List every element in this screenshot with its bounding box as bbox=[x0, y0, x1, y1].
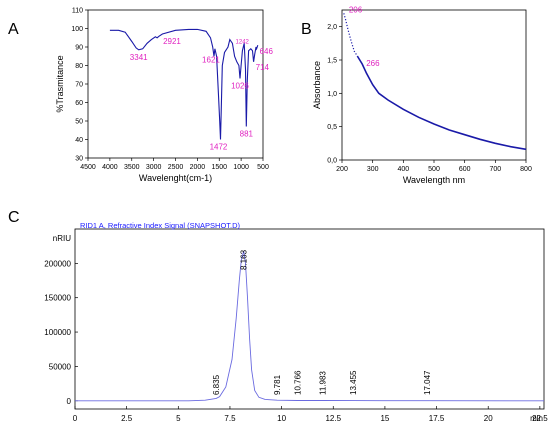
y-axis-title: %Trasmitance bbox=[55, 55, 65, 112]
y-tick-label: 100000 bbox=[44, 328, 71, 337]
y-tick-label: 1,5 bbox=[327, 58, 337, 65]
x-tick-label: 1000 bbox=[233, 164, 249, 171]
y-tick-label: 0 bbox=[67, 397, 72, 406]
y-tick-label: 30 bbox=[75, 156, 83, 163]
plot-frame bbox=[74, 228, 545, 410]
x-tick-label: 15 bbox=[380, 414, 389, 423]
x-tick-label: 22.5 bbox=[532, 414, 548, 423]
panel-c-chromatogram: RID1 A, Refractive Index Signal (SNAPSHO… bbox=[44, 221, 548, 423]
peak-rt-label-6.835: 6.835 bbox=[212, 374, 221, 395]
peak-rt-label-8.163: 8.163 bbox=[240, 249, 249, 270]
peak-rt-label-10.766: 10.766 bbox=[293, 370, 302, 395]
series-line bbox=[109, 28, 259, 140]
x-tick-label: 20 bbox=[484, 414, 493, 423]
y-tick-label: 80 bbox=[75, 63, 83, 70]
y-tick-label: 50000 bbox=[49, 362, 72, 371]
x-tick-label: 600 bbox=[459, 166, 471, 173]
x-tick-label: 3500 bbox=[124, 164, 140, 171]
y-tick-label: 90 bbox=[75, 45, 83, 52]
y-tick-label: 150000 bbox=[44, 294, 71, 303]
x-tick-label: 4500 bbox=[80, 164, 96, 171]
x-tick-label: 10 bbox=[277, 414, 286, 423]
y-tick-label: 2,0 bbox=[327, 24, 337, 31]
x-tick-label: 500 bbox=[257, 164, 269, 171]
peak-label-1621: 1621 bbox=[202, 55, 220, 64]
panel-letter-c: C bbox=[8, 209, 20, 226]
y-tick-label: 200000 bbox=[44, 259, 71, 268]
y-tick-label: 60 bbox=[75, 100, 83, 107]
peak-label-2921: 2921 bbox=[163, 37, 181, 46]
x-tick-label: 800 bbox=[520, 166, 532, 173]
peak-rt-label-13.455: 13.455 bbox=[349, 370, 358, 395]
x-tick-label: 2000 bbox=[190, 164, 206, 171]
peak-label-206: 206 bbox=[349, 5, 363, 14]
x-tick-label: 300 bbox=[367, 166, 379, 173]
x-tick-label: 4000 bbox=[102, 164, 118, 171]
y-tick-label: 0,0 bbox=[327, 158, 337, 165]
x-tick-label: 2.5 bbox=[121, 414, 133, 423]
x-tick-label: 5 bbox=[176, 414, 181, 423]
peak-label-266: 266 bbox=[366, 59, 380, 68]
panel-a-ir-spectrum: 4500 4000 3500 3000 2500 2000 1500 1000 500 30 40 5… bbox=[55, 8, 274, 184]
peak-label-1472: 1472 bbox=[210, 143, 228, 152]
y-tick-label: 100 bbox=[71, 26, 83, 33]
x-axis-title: Wavelenght(cm-1) bbox=[139, 173, 212, 183]
x-tick-label: 17.5 bbox=[429, 414, 445, 423]
x-axis-title: Wavelength nm bbox=[403, 175, 465, 185]
peak-label-3341: 3341 bbox=[130, 53, 148, 62]
y-tick-label: 1,0 bbox=[327, 91, 337, 98]
x-tick-label: 500 bbox=[428, 166, 440, 173]
x-tick-label: 0 bbox=[73, 414, 78, 423]
panel-b-uv-vis-spectrum: 200 300 400 500 600 700 800 0,0 0,5 1,0 1,5 2,0 Wave… bbox=[312, 5, 532, 185]
x-tick-label: 12.5 bbox=[325, 414, 341, 423]
y-tick-label: 50 bbox=[75, 119, 83, 126]
peak-label-1026: 1026 bbox=[231, 81, 249, 90]
peak-rt-label-11.983: 11.983 bbox=[319, 371, 328, 395]
signal-line bbox=[75, 250, 545, 402]
panel-letter-a: A bbox=[8, 21, 19, 38]
x-tick-label: 700 bbox=[489, 166, 501, 173]
x-tick-label: 200 bbox=[336, 166, 348, 173]
peak-label-1242: 1242 bbox=[236, 40, 250, 46]
y-tick-label: 0,5 bbox=[327, 124, 337, 131]
y-tick-label: 110 bbox=[72, 8, 83, 15]
x-axis-unit: min bbox=[530, 414, 543, 423]
y-axis-unit: nRIU bbox=[53, 234, 71, 243]
y-tick-label: 70 bbox=[75, 82, 83, 89]
y-axis-title: Absorbance bbox=[312, 61, 322, 109]
peak-rt-label-9.781: 9.781 bbox=[273, 374, 282, 395]
x-tick-label: 400 bbox=[397, 166, 409, 173]
panel-letter-b: B bbox=[301, 21, 312, 38]
x-tick-label: 1500 bbox=[211, 164, 227, 171]
y-tick-label: 40 bbox=[75, 137, 83, 144]
peak-label-646: 646 bbox=[260, 47, 274, 56]
x-tick-label: 2500 bbox=[168, 164, 184, 171]
series-line bbox=[356, 55, 527, 151]
x-tick-label: 3000 bbox=[146, 164, 162, 171]
peak-label-714: 714 bbox=[256, 63, 270, 72]
x-tick-label: 7.5 bbox=[224, 414, 236, 423]
plot-frame bbox=[341, 9, 527, 161]
series-line-dotted bbox=[343, 13, 358, 57]
signal-header: RID1 A, Refractive Index Signal (SNAPSHO… bbox=[80, 221, 241, 230]
peak-rt-label-17.047: 17.047 bbox=[423, 370, 432, 395]
peak-label-881: 881 bbox=[240, 130, 254, 139]
